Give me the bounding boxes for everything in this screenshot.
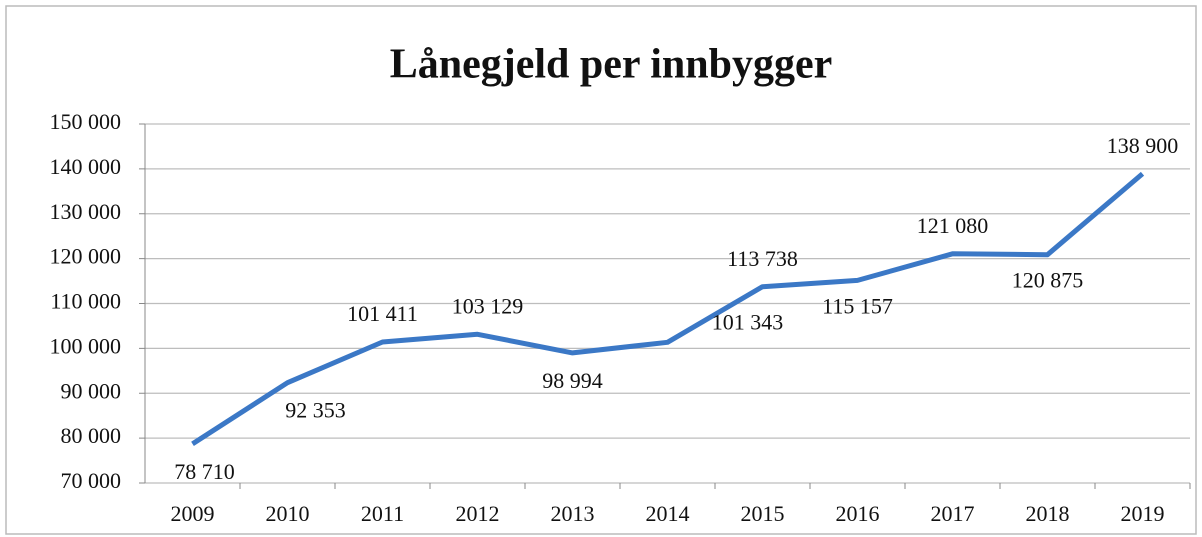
- x-tick-label: 2011: [361, 501, 404, 526]
- y-tick-label: 130 000: [50, 199, 122, 224]
- x-tick-label: 2012: [456, 501, 500, 526]
- data-label: 138 900: [1107, 133, 1179, 158]
- y-tick-label: 90 000: [61, 378, 122, 403]
- chart-title: Lånegjeld per innbygger: [390, 42, 833, 88]
- x-tick-label: 2018: [1026, 501, 1070, 526]
- chart-frame: [5, 5, 1197, 535]
- data-label: 92 353: [285, 398, 346, 423]
- y-tick-label: 150 000: [50, 109, 122, 134]
- x-tick-label: 2014: [646, 501, 690, 526]
- x-tick-label: 2017: [931, 501, 975, 526]
- y-tick-label: 70 000: [61, 468, 122, 493]
- x-tick-label: 2009: [171, 501, 215, 526]
- x-tick-label: 2010: [266, 501, 310, 526]
- data-label: 98 994: [542, 368, 603, 393]
- x-tick-label: 2019: [1121, 501, 1165, 526]
- x-tick-label: 2013: [551, 501, 595, 526]
- data-label: 115 157: [822, 293, 893, 318]
- data-label: 113 738: [727, 246, 798, 271]
- data-label: 101 343: [712, 309, 784, 334]
- y-tick-label: 100 000: [50, 333, 122, 358]
- y-tick-label: 140 000: [50, 154, 122, 179]
- y-tick-label: 80 000: [61, 423, 122, 448]
- data-label: 121 080: [917, 213, 989, 238]
- data-label: 103 129: [452, 293, 524, 318]
- data-line: [191, 171, 1145, 447]
- data-label: 78 710: [174, 459, 235, 484]
- data-label: 101 411: [347, 301, 418, 326]
- data-label: 120 875: [1012, 268, 1084, 293]
- y-tick-label: 110 000: [50, 289, 121, 314]
- x-tick-label: 2015: [741, 501, 785, 526]
- y-tick-label: 120 000: [50, 244, 122, 269]
- x-tick-label: 2016: [836, 501, 880, 526]
